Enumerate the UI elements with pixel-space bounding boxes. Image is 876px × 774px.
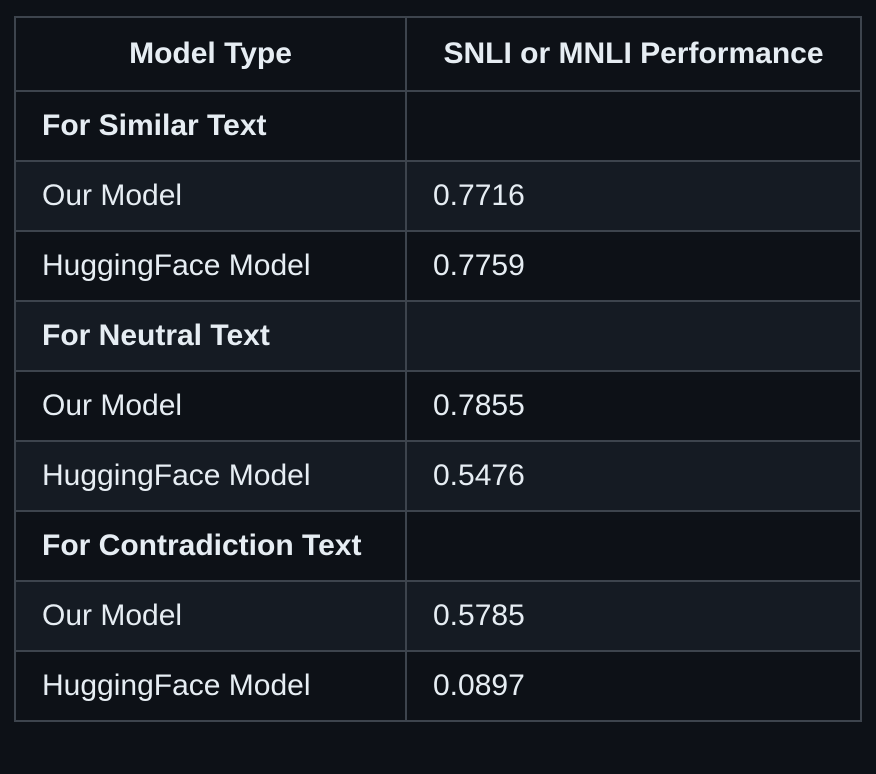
model-cell: Our Model [14,160,407,232]
section-label: For Neutral Text [14,300,407,372]
results-table: Model Type SNLI or MNLI Performance For … [14,16,862,722]
score-cell: 0.7855 [405,370,862,442]
header-row: Model Type SNLI or MNLI Performance [14,16,862,92]
table-row: Our Model 0.7855 [14,370,862,442]
table-row: HuggingFace Model 0.5476 [14,440,862,512]
score-cell: 0.5785 [405,580,862,652]
score-cell: 0.0897 [405,650,862,722]
score-cell [405,300,862,372]
model-cell: HuggingFace Model [14,650,407,722]
section-row-neutral: For Neutral Text [14,300,862,372]
score-cell: 0.7759 [405,230,862,302]
section-row-contradiction: For Contradiction Text [14,510,862,582]
section-label: For Similar Text [14,90,407,162]
header-model-type: Model Type [14,16,407,92]
score-cell: 0.7716 [405,160,862,232]
model-cell: HuggingFace Model [14,230,407,302]
table-row: Our Model 0.7716 [14,160,862,232]
results-table-container: Model Type SNLI or MNLI Performance For … [14,16,862,722]
table-body: For Similar Text Our Model 0.7716 Huggin… [14,90,862,722]
model-cell: HuggingFace Model [14,440,407,512]
model-cell: Our Model [14,580,407,652]
score-cell [405,510,862,582]
table-row: Our Model 0.5785 [14,580,862,652]
table-header: Model Type SNLI or MNLI Performance [14,16,862,92]
header-performance: SNLI or MNLI Performance [405,16,862,92]
score-cell [405,90,862,162]
section-label: For Contradiction Text [14,510,407,582]
section-row-similar: For Similar Text [14,90,862,162]
table-row: HuggingFace Model 0.7759 [14,230,862,302]
score-cell: 0.5476 [405,440,862,512]
table-row: HuggingFace Model 0.0897 [14,650,862,722]
model-cell: Our Model [14,370,407,442]
